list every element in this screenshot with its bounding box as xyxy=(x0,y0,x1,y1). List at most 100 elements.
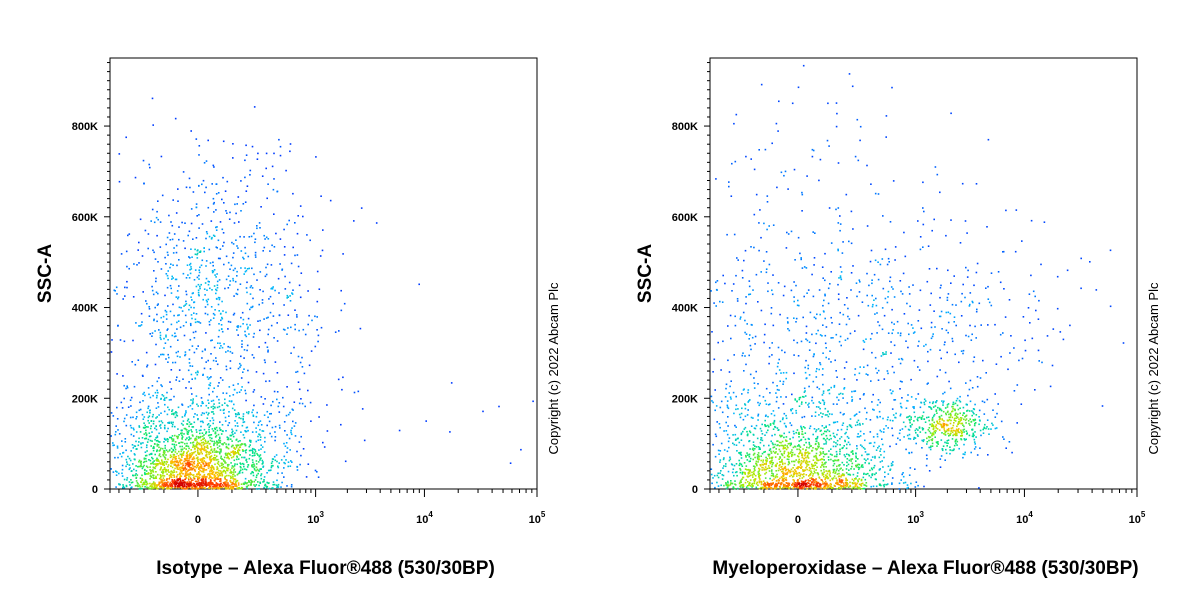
event-dot xyxy=(196,441,198,443)
event-dot xyxy=(744,415,747,418)
event-dot xyxy=(974,431,976,433)
event-dot xyxy=(208,384,210,386)
event-dot xyxy=(940,455,943,457)
event-dot xyxy=(967,335,970,338)
event-dot xyxy=(260,448,262,450)
event-dot xyxy=(260,424,263,426)
event-dot xyxy=(917,393,920,395)
event-dot xyxy=(936,267,938,270)
event-dot xyxy=(177,296,180,298)
event-dot xyxy=(771,293,774,296)
event-dot xyxy=(173,447,176,449)
event-dot xyxy=(260,473,263,475)
event-dot xyxy=(215,485,217,487)
event-dot xyxy=(190,373,193,376)
event-dot xyxy=(822,399,825,402)
event-dot xyxy=(117,429,119,431)
event-dot xyxy=(257,152,259,155)
event-dot xyxy=(956,397,959,400)
event-dot xyxy=(836,403,838,405)
event-dot xyxy=(741,277,744,279)
event-dot xyxy=(223,343,225,345)
event-dot xyxy=(769,424,772,426)
event-dot xyxy=(772,428,775,430)
event-dot xyxy=(891,408,894,410)
event-dot xyxy=(144,229,147,232)
event-dot xyxy=(719,459,722,461)
event-dot xyxy=(823,299,825,302)
event-dot xyxy=(852,228,854,230)
event-dot xyxy=(259,468,261,470)
event-dot xyxy=(828,392,831,395)
event-dot xyxy=(890,341,892,343)
event-dot xyxy=(204,282,207,284)
event-dot xyxy=(178,473,181,475)
event-dot xyxy=(179,469,182,472)
event-dot xyxy=(168,422,170,424)
event-dot xyxy=(126,463,129,465)
event-dot xyxy=(181,481,183,483)
event-dot xyxy=(238,449,241,452)
event-dot xyxy=(203,443,206,445)
event-dot xyxy=(189,476,192,479)
event-dot xyxy=(171,462,173,465)
event-dot xyxy=(859,281,861,283)
event-dot xyxy=(950,219,952,221)
event-dot xyxy=(837,222,840,224)
event-dot xyxy=(973,424,976,427)
event-dot xyxy=(747,389,750,391)
event-dot xyxy=(170,485,172,487)
event-dot xyxy=(286,485,288,487)
event-dot xyxy=(270,404,272,407)
event-dot xyxy=(741,465,744,467)
event-dot xyxy=(267,482,270,485)
event-dot xyxy=(939,287,942,289)
event-dot xyxy=(816,437,819,439)
event-dot xyxy=(795,317,798,320)
event-dot xyxy=(134,474,136,477)
event-dot xyxy=(784,170,787,173)
event-dot xyxy=(901,358,904,361)
event-dot xyxy=(112,444,114,447)
event-dot xyxy=(735,463,738,465)
event-dot xyxy=(875,297,877,300)
event-dot xyxy=(171,466,174,469)
event-dot xyxy=(156,394,158,397)
event-dot xyxy=(798,405,801,407)
event-dot xyxy=(870,476,872,479)
event-dot xyxy=(290,460,292,462)
event-dot xyxy=(233,453,235,455)
event-dot xyxy=(879,468,881,470)
event-dot xyxy=(189,485,191,487)
event-dot xyxy=(193,460,196,463)
event-dot xyxy=(159,246,162,248)
event-dot xyxy=(914,429,917,432)
event-dot xyxy=(218,486,220,488)
event-dot xyxy=(207,378,210,380)
event-dot xyxy=(250,235,253,238)
event-dot xyxy=(837,399,840,401)
event-dot xyxy=(176,355,179,358)
event-dot xyxy=(1038,299,1040,302)
event-dot xyxy=(186,423,188,425)
event-dot xyxy=(314,345,317,348)
event-dot xyxy=(246,485,248,488)
event-dot xyxy=(298,402,301,405)
event-dot xyxy=(200,444,203,447)
event-dot xyxy=(248,481,250,483)
event-dot xyxy=(171,485,174,488)
event-dot xyxy=(904,255,907,258)
event-dot xyxy=(201,448,203,451)
event-dot xyxy=(135,431,138,433)
event-dot xyxy=(233,465,236,467)
event-dot xyxy=(181,436,184,438)
event-dot xyxy=(980,324,982,326)
event-dot xyxy=(188,462,190,464)
event-dot xyxy=(252,461,254,464)
event-dot xyxy=(152,474,155,477)
event-dot xyxy=(801,395,804,398)
event-dot xyxy=(911,423,913,426)
event-dot xyxy=(127,234,129,237)
event-dot xyxy=(804,371,807,374)
event-dot xyxy=(807,404,809,406)
